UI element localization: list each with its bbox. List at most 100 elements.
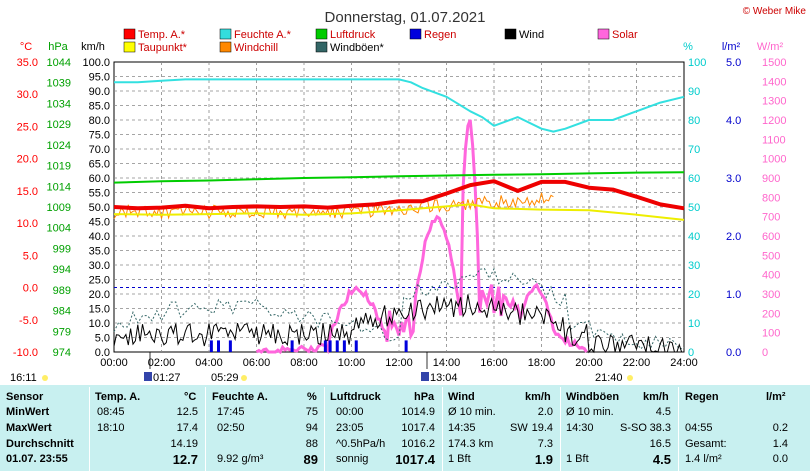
- solar-axis-tick: 1200: [762, 115, 786, 127]
- legend-swatch: [123, 28, 136, 40]
- cell-wind-desc: 1 Bft: [448, 453, 471, 465]
- pressure-axis-tick: 1009: [47, 202, 71, 214]
- solar-axis-tick: 600: [762, 231, 780, 243]
- hdr-gust: Windböen: [566, 391, 620, 403]
- summary-table: [0, 385, 810, 471]
- x-tick: 02:00: [148, 357, 176, 369]
- pressure-axis-tick: 1004: [47, 223, 71, 235]
- cell-hum-time: 02:50: [217, 422, 245, 434]
- rain-bar: [404, 340, 408, 352]
- hdr-press-unit: hPa: [414, 391, 435, 403]
- solar-axis-tick: 200: [762, 308, 780, 320]
- temp-axis-tick: 35.0: [17, 57, 38, 69]
- cell-gust-val: 38.3: [649, 422, 671, 434]
- temp-axis-tick: 10.0: [17, 218, 38, 230]
- wind-axis-tick: 40.0: [89, 231, 110, 243]
- legend-label: Wind: [519, 29, 544, 41]
- wind-axis-tick: 75.0: [89, 130, 110, 142]
- legend: Temp. A.* Feuchte A.* Luftdruck Regen Wind So…: [123, 28, 638, 54]
- cell-gust-dir: S-SO: [620, 422, 647, 434]
- cell-hum-val: 89: [303, 452, 318, 467]
- wind-axis-tick: 100.0: [82, 57, 110, 69]
- solar-axis-tick: 1400: [762, 76, 786, 88]
- wind-axis-tick: 5.0: [95, 333, 110, 345]
- temp-axis-tick: -10.0: [13, 347, 38, 359]
- sunset-label: 21:40: [595, 372, 623, 384]
- hdr-rain: Regen: [685, 391, 719, 403]
- sun-icon: [627, 375, 633, 381]
- cell-rain-desc: 1.4 l/m²: [685, 453, 722, 465]
- legend-swatch: [315, 28, 328, 40]
- pressure-axis-tick: 1034: [47, 98, 71, 110]
- temp-axis-tick: 25.0: [17, 121, 38, 133]
- wind-axis-tick: 50.0: [89, 202, 110, 214]
- pressure-line: [113, 171, 685, 184]
- rain-bar: [217, 340, 220, 352]
- legend-swatch: [123, 41, 136, 53]
- solar-axis-tick: 1500: [762, 57, 786, 69]
- moonset-label: 13:04: [430, 372, 458, 384]
- wind-axis-tick: 35.0: [89, 246, 110, 258]
- cell-wind-dir: SW: [510, 422, 528, 434]
- x-tick: 14:00: [433, 357, 461, 369]
- hdr-gust-unit: km/h: [643, 391, 669, 403]
- cell-label: Durchschnitt: [6, 438, 74, 450]
- humidity-axis-tick: 90: [688, 86, 700, 98]
- rain-bar: [290, 340, 294, 352]
- wind-axis-tick: 45.0: [89, 217, 110, 229]
- rain-axis-tick: 0.0: [726, 347, 741, 359]
- hdr-rain-unit: l/m²: [766, 391, 786, 403]
- pressure-axis-tick: 1014: [47, 181, 71, 193]
- cell-wind-desc: 174.3 km: [448, 438, 494, 450]
- wind-line: [113, 294, 683, 354]
- legend-label: Feuchte A.*: [234, 29, 292, 41]
- wind-unit: km/h: [81, 41, 105, 53]
- chart-title: Donnerstag, 01.07.2021: [325, 9, 486, 26]
- cell-press-val: 1017.4: [395, 452, 435, 467]
- gust-line: [113, 267, 685, 350]
- cell-label: MinWert: [6, 406, 50, 418]
- solar-axis-tick: 900: [762, 173, 780, 185]
- hdr-hum-unit: %: [307, 391, 317, 403]
- cell-rain-desc: 04:55: [685, 422, 713, 434]
- cell-rain-desc: Gesamt:: [685, 438, 727, 450]
- pressure-axis-tick: 989: [53, 285, 71, 297]
- copyright: © Weber Mike: [743, 6, 807, 17]
- temp-axis-tick: 20.0: [17, 154, 38, 166]
- pressure-axis-tick: 994: [53, 264, 71, 276]
- cell-wind-val: 7.3: [537, 438, 553, 450]
- wind-axis-tick: 20.0: [89, 289, 110, 301]
- cell-wind-val: 2.0: [537, 406, 553, 418]
- sun-icon: [241, 375, 247, 381]
- weather-chart: Donnerstag, 01.07.2021 © Weber Mike Temp…: [10, 6, 807, 384]
- legend-swatch: [219, 41, 232, 53]
- cell-wind-val: 1.9: [534, 452, 553, 467]
- sun-icon: [42, 375, 48, 381]
- cell-rain-val: 0.0: [772, 453, 788, 465]
- wind-axis-tick: 85.0: [89, 101, 110, 113]
- cell-press-time: 00:00: [336, 406, 364, 418]
- x-axis: 00:00 02:00 04:00 06:00 08:00 10:00 12:00 14:00…: [100, 357, 698, 369]
- x-tick: 10:00: [338, 357, 366, 369]
- humidity-axis-tick: 40: [688, 231, 700, 243]
- axis-units: °C hPa km/h% l/m² W/m²: [20, 41, 784, 53]
- solar-axis-tick: 500: [762, 250, 780, 262]
- wind-axis-tick: 65.0: [89, 159, 110, 171]
- humidity-axis-tick: 30: [688, 260, 700, 272]
- solar-unit: W/m²: [757, 41, 784, 53]
- cell-rain-val: 0.2: [772, 422, 788, 434]
- series-layer: [113, 78, 685, 355]
- x-tick: 20:00: [575, 357, 603, 369]
- hdr-sensor: Sensor: [6, 391, 44, 403]
- humidity-axis-tick: 70: [688, 144, 700, 156]
- solar-axis-tick: 100: [762, 328, 780, 340]
- x-tick: 06:00: [243, 357, 271, 369]
- rain-axis-tick: 1.0: [726, 289, 741, 301]
- cell-hum-time: 17:45: [217, 406, 245, 418]
- cell-wind-val: 19.4: [531, 422, 553, 434]
- solar-axis-tick: 800: [762, 192, 780, 204]
- pressure-axis-tick: 999: [53, 243, 71, 255]
- solar-axis-tick: 1300: [762, 96, 786, 108]
- wind-axis-tick: 25.0: [89, 275, 110, 287]
- pressure-axis-tick: 984: [53, 306, 71, 318]
